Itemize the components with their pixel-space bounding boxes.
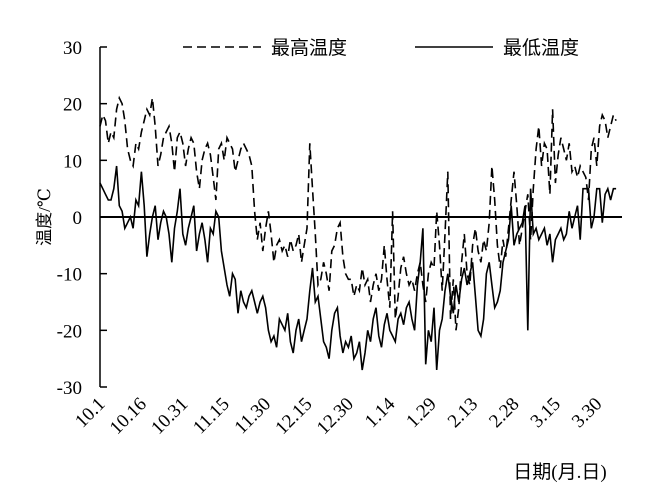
x-tick-label: 12.15 xyxy=(271,394,316,439)
x-axis-label: 日期(月.日) xyxy=(513,461,606,483)
legend-label: 最低温度 xyxy=(503,37,579,59)
x-tick-label: 10.1 xyxy=(71,394,109,432)
x-tick-label: 1.29 xyxy=(402,394,440,432)
y-tick-label: 10 xyxy=(63,151,82,172)
x-tick-label: 3.15 xyxy=(527,394,565,432)
x-tick-label: 11.30 xyxy=(231,394,276,439)
y-tick-label: 20 xyxy=(63,95,82,116)
y-tick-label: -10 xyxy=(57,265,82,286)
x-tick-label: 12.30 xyxy=(313,394,358,439)
y-axis-label: 温度/℃ xyxy=(35,188,54,246)
legend-label: 最高温度 xyxy=(271,37,347,59)
y-tick-label: 0 xyxy=(73,208,83,229)
y-tick-label: -20 xyxy=(57,321,82,342)
x-tick-label: 2.28 xyxy=(485,394,523,432)
series-line xyxy=(99,165,617,371)
x-tick-label: 1.14 xyxy=(361,393,400,432)
y-tick-label: 30 xyxy=(63,38,82,59)
x-tick-label: 2.13 xyxy=(444,394,482,432)
x-tick-label: 3.30 xyxy=(568,394,606,432)
x-tick-label: 11.15 xyxy=(189,394,234,439)
x-tick-label: 10.31 xyxy=(147,394,192,439)
x-tick-label: 10.16 xyxy=(106,394,151,439)
y-tick-label: -30 xyxy=(57,378,82,399)
